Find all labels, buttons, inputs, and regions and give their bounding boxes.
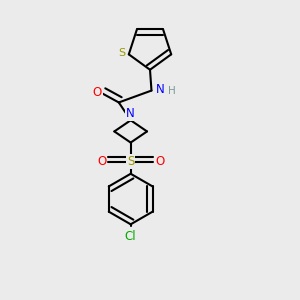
Text: O: O: [155, 155, 164, 168]
Text: S: S: [118, 48, 125, 58]
Text: N: N: [156, 83, 165, 96]
Text: Cl: Cl: [125, 230, 136, 243]
Text: O: O: [97, 155, 106, 168]
Text: S: S: [127, 155, 134, 168]
Text: H: H: [168, 86, 176, 96]
Text: N: N: [126, 107, 135, 120]
Text: O: O: [92, 85, 102, 98]
